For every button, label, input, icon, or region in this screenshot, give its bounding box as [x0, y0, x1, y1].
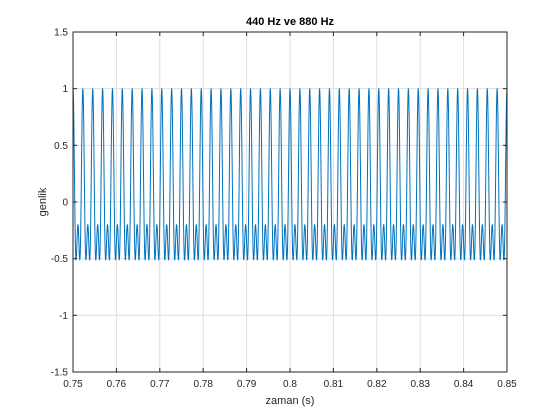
x-tick-label: 0.77 — [150, 379, 170, 390]
x-tick-label: 0.82 — [367, 379, 387, 390]
x-tick-label: 0.78 — [193, 379, 213, 390]
x-tick-label: 0.85 — [497, 379, 517, 390]
x-tick-label: 0.75 — [63, 379, 83, 390]
y-tick-label: -1.5 — [51, 368, 69, 379]
series-line — [72, 88, 508, 261]
x-tick-label: 0.81 — [324, 379, 344, 390]
plot-area — [72, 88, 508, 261]
x-tick-label: 0.83 — [410, 379, 430, 390]
y-tick-label: 1 — [62, 84, 68, 95]
x-tick-label: 0.79 — [237, 379, 257, 390]
y-tick-label: 0 — [62, 198, 68, 209]
chart-title: 440 Hz ve 880 Hz — [246, 16, 335, 28]
x-axis-ticks: 0.75 0.76 0.77 0.78 0.79 0.8 0.81 0.82 0.83 0.84 0… — [63, 32, 517, 390]
y-tick-label: -1 — [59, 311, 68, 322]
x-tick-label: 0.8 — [283, 379, 297, 390]
y-axis-label: genlik — [37, 187, 49, 216]
y-tick-label: -0.5 — [51, 254, 69, 265]
x-tick-label: 0.76 — [107, 379, 127, 390]
y-axis-ticks: -1.5 -1 -0.5 0 0.5 1 1.5 — [51, 28, 507, 379]
y-tick-label: 0.5 — [54, 141, 68, 152]
x-tick-label: 0.84 — [454, 379, 474, 390]
y-tick-label: 1.5 — [54, 28, 68, 39]
x-axis-label: zaman (s) — [266, 395, 315, 407]
